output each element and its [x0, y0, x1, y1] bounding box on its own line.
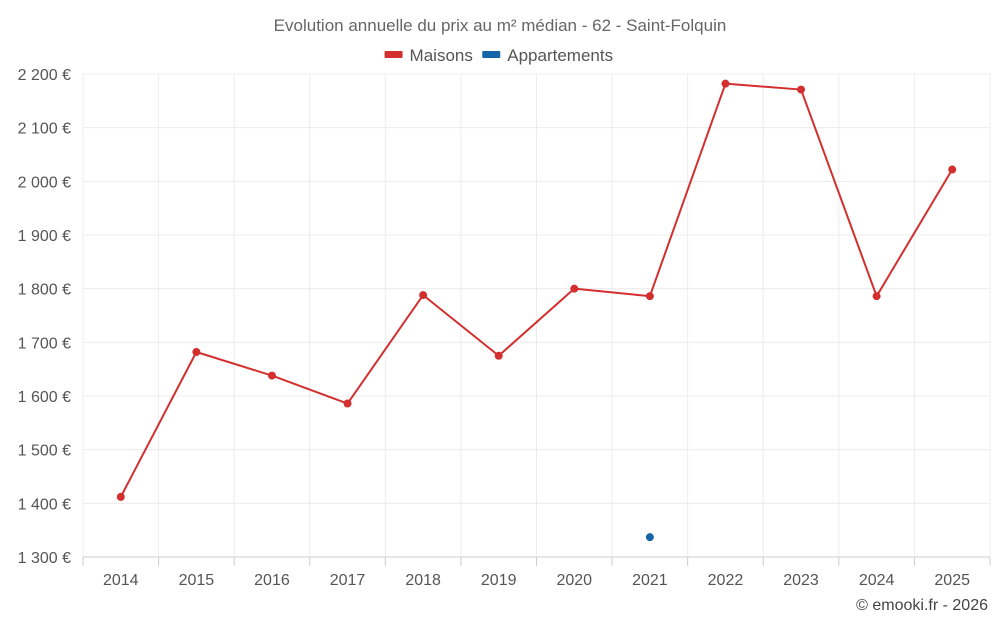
legend-label: Maisons — [410, 46, 473, 65]
data-point[interactable] — [948, 165, 957, 174]
data-point[interactable] — [116, 492, 125, 501]
legend-swatch — [384, 51, 403, 58]
legend[interactable]: Maisons Appartements — [384, 46, 614, 65]
x-tick-label: 2017 — [330, 572, 366, 589]
y-tick-label: 1 900 € — [18, 228, 71, 245]
data-point[interactable] — [645, 292, 654, 301]
x-tick-label: 2025 — [934, 572, 970, 589]
axes: 1 300 € 1 400 € 1 500 € 1 600 € 1 700 € 1 800… — [18, 67, 991, 589]
data-point[interactable] — [721, 79, 730, 88]
x-tick-label: 2020 — [556, 572, 592, 589]
data-point[interactable] — [645, 533, 654, 542]
series-appartements — [645, 533, 654, 542]
y-tick-label: 2 100 € — [18, 121, 71, 138]
legend-item-appartements[interactable]: Appartements — [482, 46, 613, 65]
y-tick-label: 1 800 € — [18, 282, 71, 299]
x-tick-label: 2015 — [179, 572, 215, 589]
grid — [82, 73, 991, 558]
y-tick-label: 1 700 € — [18, 335, 71, 352]
series-line-maisons — [119, 82, 954, 498]
x-tick-label: 2014 — [103, 572, 139, 589]
data-point[interactable] — [419, 291, 428, 300]
y-tick-label: 1 300 € — [18, 550, 71, 567]
data-point[interactable] — [267, 371, 276, 380]
copyright-credit: © emooki.fr - 2026 — [856, 597, 988, 614]
chart-title: Evolution annuelle du prix au m² médian … — [274, 16, 727, 35]
data-point[interactable] — [570, 284, 579, 293]
legend-label: Appartements — [507, 46, 613, 65]
y-tick-label: 1 400 € — [18, 496, 71, 513]
x-tick-label: 2018 — [405, 572, 441, 589]
y-tick-label: 2 200 € — [18, 67, 71, 84]
x-tick-label: 2023 — [783, 572, 819, 589]
y-tick-label: 1 600 € — [18, 389, 71, 406]
x-tick-label: 2024 — [859, 572, 895, 589]
data-point[interactable] — [192, 347, 201, 356]
x-tick-label: 2022 — [708, 572, 744, 589]
legend-item-maisons[interactable]: Maisons — [384, 46, 473, 65]
y-tick-label: 1 500 € — [18, 443, 71, 460]
data-point[interactable] — [343, 399, 352, 408]
x-tick-label: 2019 — [481, 572, 517, 589]
data-point[interactable] — [494, 351, 503, 360]
y-tick-label: 2 000 € — [18, 174, 71, 191]
series-layer — [116, 79, 957, 542]
legend-swatch — [482, 51, 501, 58]
x-tick-label: 2021 — [632, 572, 668, 589]
data-point[interactable] — [797, 85, 806, 94]
data-point[interactable] — [872, 292, 881, 301]
x-tick-label: 2016 — [254, 572, 290, 589]
series-maisons — [116, 79, 957, 501]
